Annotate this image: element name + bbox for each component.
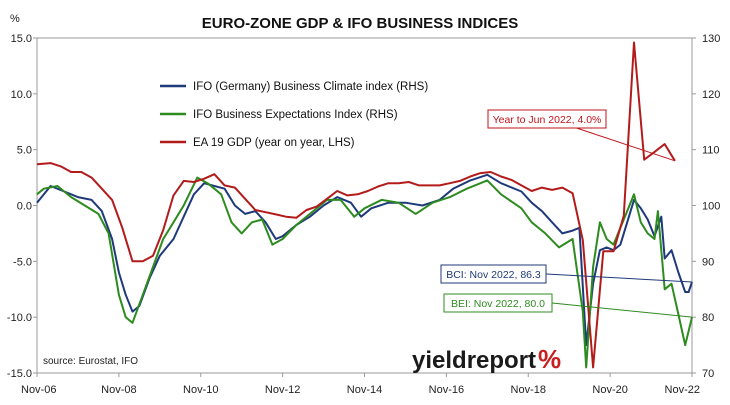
left-axis-tick-label: 10.0 [11, 89, 32, 101]
series-line-1 [36, 176, 693, 369]
legend-label-0: IFO (Germany) Business Climate index (RH… [193, 81, 428, 93]
left-axis: 15.0 10.0 5.0 0.0 -5.0 -10.0 -15.0 [7, 33, 37, 380]
x-axis-tick-label: Nov-18 [511, 384, 546, 396]
annotation-leader-0 [576, 127, 676, 162]
right-axis-tick-label: 100 [702, 201, 720, 213]
left-axis-tick-label: 15.0 [11, 33, 32, 45]
right-axis: 130 120 110 100 90 80 70 [692, 33, 720, 380]
annotation-box-1 [440, 264, 547, 284]
x-axis-tick-label: Nov-16 [429, 384, 464, 396]
series-line-2 [36, 41, 676, 369]
left-axis-tick-label: -15.0 [7, 368, 32, 380]
annotations: Year to Jun 2022, 4.0% BCI: Nov 2022, 86.… [440, 109, 693, 318]
series-layer [36, 41, 693, 369]
x-axis-tick-label: Nov-08 [101, 384, 136, 396]
left-axis-tick-label: 0.0 [17, 201, 32, 213]
annotation-leader-2 [551, 302, 693, 318]
right-axis-tick-label: 120 [702, 89, 720, 101]
legend-label-1: IFO Business Expectations Index (RHS) [193, 109, 398, 121]
annotation-box-2 [443, 293, 553, 313]
left-axis-unit-label: % [10, 13, 20, 25]
right-axis-tick-label: 110 [702, 145, 720, 157]
x-axis-tick-label: Nov-22 [665, 384, 700, 396]
annotation-label-0: Year to Jun 2022, 4.0% [493, 114, 602, 126]
annotation-label-1: BCI: Nov 2022, 86.3 [446, 269, 541, 281]
right-axis-tick-label: 70 [702, 368, 714, 380]
x-axis-tick-label: Nov-10 [183, 384, 218, 396]
annotation-label-2: BEI: Nov 2022, 80.0 [451, 298, 545, 310]
left-axis-tick-label: -10.0 [7, 312, 32, 324]
legend: IFO (Germany) Business Climate index (RH… [160, 81, 428, 149]
brand-logo: yieldreport% [412, 344, 561, 374]
annotation-leader-1 [545, 273, 693, 283]
left-axis-tick-label: 5.0 [17, 145, 32, 157]
right-axis-tick-label: 90 [702, 256, 714, 268]
chart-title: EURO-ZONE GDP & IFO BUSINESS INDICES [202, 15, 518, 32]
x-axis-tick-label: Nov-14 [347, 384, 382, 396]
x-axis-tick-label: Nov-12 [265, 384, 300, 396]
x-axis-tick-label: Nov-20 [592, 384, 627, 396]
right-axis-tick-label: 80 [702, 312, 714, 324]
left-axis-tick-label: -5.0 [13, 256, 32, 268]
x-axis: Nov-06 Nov-08 Nov-10 Nov-12 Nov-14 Nov-16 Nov-… [21, 373, 700, 396]
annotation-box-0 [487, 109, 607, 129]
source-note: source: Eurostat, IFO [43, 356, 138, 367]
x-axis-tick-label: Nov-06 [21, 384, 56, 396]
brand-wordmark: yieldreport% [412, 344, 561, 374]
right-axis-tick-label: 130 [702, 33, 720, 45]
legend-label-2: EA 19 GDP (year on year, LHS) [193, 137, 355, 149]
